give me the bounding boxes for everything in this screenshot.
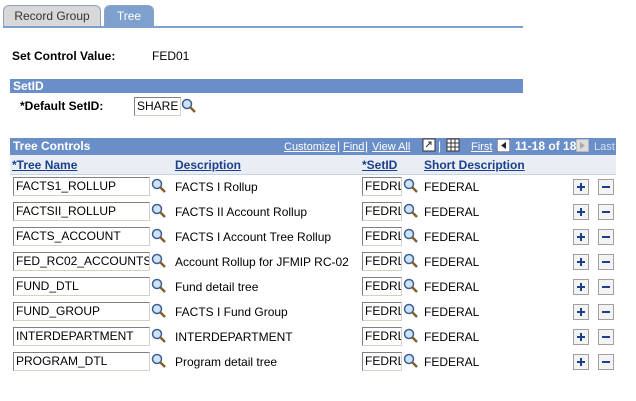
short-description: FEDERAL <box>424 330 480 344</box>
lookup-icon[interactable] <box>403 228 419 244</box>
short-description: FEDERAL <box>424 255 480 269</box>
tree-name-input[interactable]: INTERDEPARTMENT <box>13 327 150 346</box>
link[interactable]: First <box>471 141 493 153</box>
short-description: FEDERAL <box>424 280 480 294</box>
short-description: FEDERAL <box>424 180 480 194</box>
add-row-button[interactable] <box>573 354 589 370</box>
prev-button[interactable] <box>497 139 510 152</box>
delete-row-button[interactable] <box>598 179 614 195</box>
lookup-icon[interactable] <box>151 353 167 369</box>
column-header[interactable]: Description <box>175 158 242 172</box>
lookup-icon[interactable] <box>151 303 167 319</box>
sep: | <box>438 139 442 153</box>
short-description: FEDERAL <box>424 305 480 319</box>
lookup-icon[interactable] <box>151 253 167 269</box>
link[interactable]: View All <box>372 141 411 153</box>
delete-row-button[interactable] <box>598 354 614 370</box>
tab-active[interactable]: Tree <box>104 5 154 27</box>
grid-title: Tree Controls <box>13 139 91 153</box>
tree-name-input[interactable]: PROGRAM_DTL <box>13 352 150 371</box>
lookup-icon[interactable] <box>403 203 419 219</box>
lookup-icon[interactable] <box>403 353 419 369</box>
lookup-icon[interactable] <box>181 98 197 114</box>
lookup-icon[interactable] <box>151 278 167 294</box>
value: FED01 <box>152 49 190 63</box>
add-row-button[interactable] <box>573 179 589 195</box>
link[interactable]: Customize <box>284 141 336 153</box>
lookup-icon[interactable] <box>403 253 419 269</box>
setid-input[interactable]: FEDRL <box>362 177 402 196</box>
description: FACTS I Rollup <box>175 180 258 194</box>
setid-input[interactable]: FEDRL <box>362 252 402 271</box>
short-description: FEDERAL <box>424 230 480 244</box>
tab-line <box>3 26 523 28</box>
description: FACTS II Account Rollup <box>175 205 308 219</box>
add-row-button[interactable] <box>573 279 589 295</box>
delete-row-button[interactable] <box>598 329 614 345</box>
description: Fund detail tree <box>175 280 259 294</box>
delete-row-button[interactable] <box>598 279 614 295</box>
description: FACTS I Account Tree Rollup <box>175 230 332 244</box>
add-row-button[interactable] <box>573 304 589 320</box>
add-row-button[interactable] <box>573 329 589 345</box>
short-description: FEDERAL <box>424 355 480 369</box>
delete-row-button[interactable] <box>598 204 614 220</box>
next-button <box>576 139 589 152</box>
label: Set Control Value: <box>12 49 116 63</box>
label: *Default SetID: <box>20 99 104 113</box>
tab[interactable]: Record Group <box>3 5 101 27</box>
tree-name-input[interactable]: FUND_DTL <box>13 277 150 296</box>
setid-input[interactable]: FEDRL <box>362 327 402 346</box>
lookup-icon[interactable] <box>151 178 167 194</box>
link[interactable]: Find <box>343 141 365 153</box>
lookup-icon[interactable] <box>151 203 167 219</box>
setid-input[interactable]: FEDRL <box>362 202 402 221</box>
sep: | <box>337 139 341 153</box>
column-header[interactable]: Short Description <box>424 158 525 172</box>
grid-header: Tree Controls Customize | Find | View Al… <box>10 138 616 155</box>
tree-name-input[interactable]: FACTS_ACCOUNT <box>13 227 150 246</box>
column-header[interactable]: *Tree Name <box>12 158 78 172</box>
column-header-row <box>10 155 616 175</box>
delete-row-button[interactable] <box>598 304 614 320</box>
tree-name-input[interactable]: FED_RC02_ACCOUNTS <box>13 252 150 271</box>
add-row-button[interactable] <box>573 254 589 270</box>
setid-input[interactable]: FEDRL <box>362 227 402 246</box>
lookup-icon[interactable] <box>403 328 419 344</box>
description: Account Rollup for JFMIP RC-02 <box>175 255 349 269</box>
delete-row-button[interactable] <box>598 229 614 245</box>
tree-name-input[interactable]: FUND_GROUP <box>13 302 150 321</box>
tree-name-input[interactable]: FACTSII_ROLLUP <box>13 202 150 221</box>
setid-input[interactable]: FEDRL <box>362 277 402 296</box>
setid-input[interactable]: FEDRL <box>362 352 402 371</box>
lookup-icon[interactable] <box>151 328 167 344</box>
delete-row-button[interactable] <box>598 254 614 270</box>
tree-name-input[interactable]: FACTS1_ROLLUP <box>13 177 150 196</box>
description: FACTS I Fund Group <box>175 305 288 319</box>
input[interactable]: SHARE <box>134 97 181 116</box>
icon[interactable] <box>422 138 436 152</box>
lookup-icon[interactable] <box>151 228 167 244</box>
last: Last <box>594 141 615 153</box>
description: Program detail tree <box>175 355 278 369</box>
column-header[interactable]: *SetID <box>362 158 398 172</box>
range: 11-18 of 18 <box>515 139 577 153</box>
setid-input[interactable]: FEDRL <box>362 302 402 321</box>
sep: | <box>365 139 369 153</box>
add-row-button[interactable] <box>573 204 589 220</box>
section-header: SetID <box>10 79 523 93</box>
icon[interactable] <box>446 138 460 152</box>
short-description: FEDERAL <box>424 205 480 219</box>
lookup-icon[interactable] <box>403 278 419 294</box>
lookup-icon[interactable] <box>403 178 419 194</box>
lookup-icon[interactable] <box>403 303 419 319</box>
description: INTERDEPARTMENT <box>175 330 293 344</box>
add-row-button[interactable] <box>573 229 589 245</box>
